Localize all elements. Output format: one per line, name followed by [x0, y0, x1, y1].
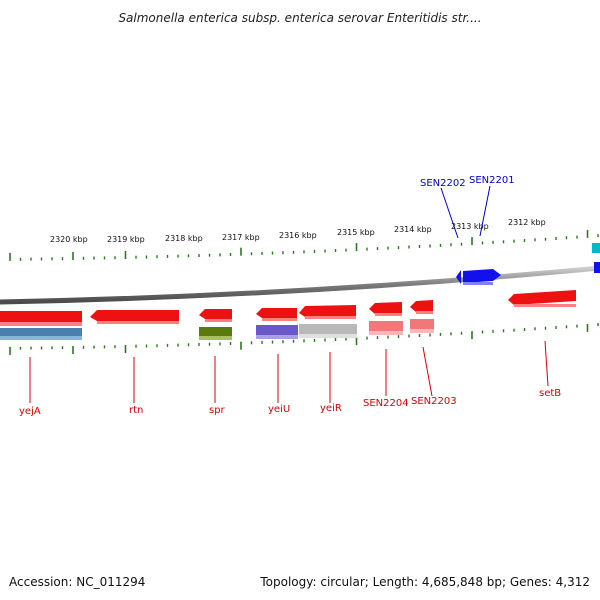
blue-leader-lines [440, 185, 491, 239]
genome-backbone [0, 265, 600, 305]
kbp-label-2316: 2316 kbp [279, 231, 317, 240]
kbp-label-2315: 2315 kbp [337, 228, 375, 237]
kbp-label-2318: 2318 kbp [165, 234, 203, 243]
label-rtn: rtn [129, 405, 143, 416]
bottom-scale-ruler [9, 323, 599, 355]
map-title: Salmonella enterica subsp. enterica sero… [118, 11, 482, 25]
label-SEN2204: SEN2204 [363, 398, 409, 409]
gene-SEN2203[interactable] [410, 300, 434, 333]
label-SEN2202: SEN2202 [420, 178, 466, 189]
label-yejA: yejA [19, 406, 41, 417]
kbp-label-2312: 2312 kbp [508, 218, 546, 227]
kbp-label-2317: 2317 kbp [222, 233, 260, 242]
gene-spr[interactable] [199, 309, 232, 340]
accession-text: Accession: NC_011294 [9, 575, 146, 589]
kbp-label-2319: 2319 kbp [107, 235, 145, 244]
label-spr: spr [209, 405, 226, 416]
gene-yeiR[interactable] [299, 305, 357, 338]
kbp-label-2313: 2313 kbp [451, 222, 489, 231]
gene-leader-lines [29, 340, 549, 403]
gene-yeiU[interactable] [256, 308, 298, 339]
gene-SEN2202-SEN2201[interactable] [456, 269, 501, 285]
kbp-label-2320: 2320 kbp [50, 235, 88, 244]
kbp-label-2314: 2314 kbp [394, 225, 432, 234]
gene-SEN2204[interactable] [369, 302, 403, 335]
top-scale-ruler [9, 229, 599, 261]
label-yeiU: yeiU [268, 404, 290, 415]
label-SEN2201: SEN2201 [469, 175, 515, 186]
label-yeiR: yeiR [320, 403, 342, 414]
gene-rtn[interactable] [90, 310, 179, 324]
gene-setB[interactable] [508, 290, 576, 307]
topology-text: Topology: circular; Length: 4,685,848 bp… [260, 575, 590, 589]
label-setB: setB [539, 388, 561, 399]
gene-yejA[interactable] [0, 311, 82, 340]
label-SEN2203: SEN2203 [411, 396, 457, 407]
gene-edge-cyan[interactable] [592, 243, 600, 273]
